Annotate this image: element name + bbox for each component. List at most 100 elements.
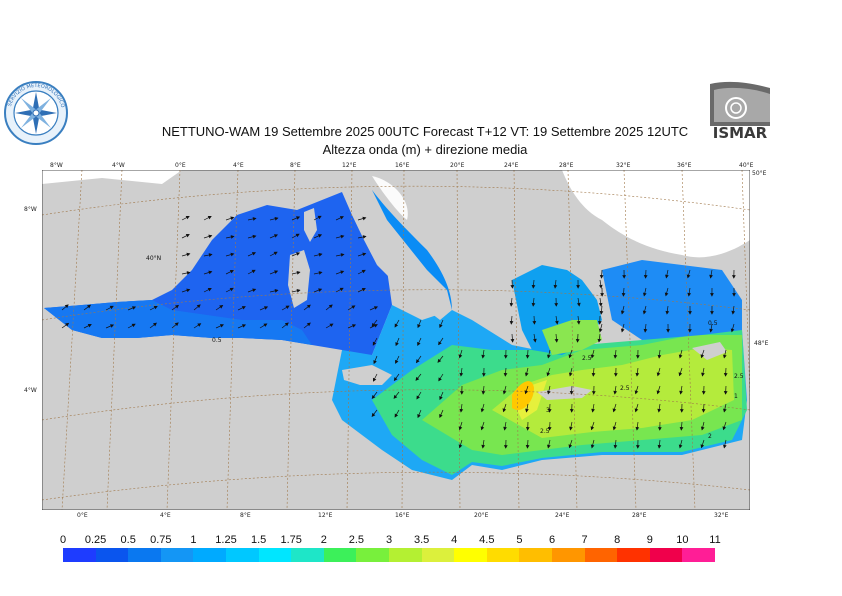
direction-arrowhead	[361, 269, 366, 274]
direction-arrowhead	[503, 426, 507, 431]
direction-arrowhead	[688, 329, 692, 333]
direction-arrowhead	[531, 284, 536, 289]
direction-arrowhead	[263, 323, 268, 327]
direction-arrowhead	[252, 288, 257, 292]
direction-arrowhead	[394, 323, 399, 328]
direction-arrowhead	[503, 372, 508, 377]
direction-arrowhead	[285, 305, 290, 310]
direction-arrowhead	[438, 341, 442, 346]
tick-label: 24°E	[555, 512, 570, 519]
direction-arrowhead	[503, 355, 508, 359]
direction-arrowhead	[643, 275, 648, 279]
direction-arrowhead	[64, 304, 69, 309]
western-mediterranean-light	[44, 300, 312, 345]
direction-arrowhead	[87, 324, 92, 328]
colorbar-swatch	[258, 548, 292, 562]
contour-label: 2.5	[582, 355, 592, 362]
aegean-south	[542, 320, 602, 355]
direction-arrowhead	[635, 445, 640, 449]
direction-arrowhead	[710, 293, 714, 297]
direction-arrowhead	[531, 302, 536, 307]
direction-arrowhead	[547, 354, 551, 359]
direction-arrowhead	[284, 322, 289, 327]
direction-arrowhead	[576, 285, 580, 289]
direction-arrowhead	[569, 426, 573, 431]
direction-arrowhead	[547, 427, 552, 431]
wave-zone-3m	[492, 348, 734, 438]
colorbar-label: 1.25	[215, 534, 237, 546]
direction-arrowhead	[709, 274, 713, 279]
title-line-2: Altezza onda (m) + direzione media	[322, 142, 528, 157]
direction-arrowhead	[417, 341, 421, 346]
tick-label: 50°E	[752, 170, 767, 177]
direction-arrowhead	[373, 360, 377, 365]
direction-arrowhead	[131, 323, 136, 328]
direction-arrowhead	[613, 390, 618, 395]
colorbar-label: 3	[385, 534, 393, 546]
colorbar-label: 0.25	[84, 534, 107, 546]
direction-arrowhead	[599, 275, 604, 279]
direction-arrowhead	[664, 292, 669, 297]
direction-arrowhead	[656, 372, 661, 377]
direction-arrowhead	[620, 310, 625, 315]
compass-rose-logo: SERVIZIO METEOROLOGICO	[4, 81, 68, 145]
colorbar-swatch	[421, 548, 455, 562]
tick-label: 12°E	[342, 162, 357, 169]
direction-arrowhead	[393, 377, 398, 382]
tick-label: 32°E	[616, 162, 631, 169]
direction-arrowhead	[597, 321, 602, 325]
direction-arrowhead	[251, 269, 256, 274]
direction-arrowhead	[439, 323, 443, 329]
direction-arrowhead	[340, 270, 345, 275]
colorbar-swatch	[551, 548, 585, 562]
colorbar-swatch	[193, 548, 226, 562]
direction-arrowhead	[532, 321, 537, 325]
direction-arrowhead	[306, 304, 311, 309]
tick-label: 8°E	[240, 512, 251, 519]
direction-arrowhead	[459, 391, 464, 395]
direction-arrowhead	[613, 373, 618, 377]
colorbar-label: 10	[676, 534, 689, 546]
colorbar-swatch	[584, 548, 618, 562]
direction-arrowhead	[657, 444, 662, 449]
colorbar-swatch	[128, 548, 161, 562]
direction-arrowhead	[642, 292, 647, 297]
direction-arrowhead	[635, 372, 640, 377]
colorbar-label: 0.5	[120, 534, 136, 546]
direction-arrowhead	[612, 408, 617, 413]
direction-arrowhead	[533, 338, 537, 343]
tick-label: 40°E	[739, 162, 754, 169]
colorbar-label: 1.75	[280, 534, 302, 546]
direction-arrowhead	[525, 444, 530, 449]
eastern-top-sea	[602, 260, 742, 340]
direction-arrowhead	[372, 341, 377, 346]
tick-label: 16°E	[395, 512, 410, 519]
direction-arrowhead	[361, 288, 366, 292]
direction-arrowhead	[678, 354, 683, 359]
direction-arrowhead	[678, 372, 683, 377]
direction-arrowhead	[208, 270, 213, 275]
direction-arrowhead	[340, 253, 345, 257]
tick-label: 24°E	[504, 162, 519, 169]
direction-arrowhead	[362, 235, 367, 239]
direction-arrowhead	[186, 252, 191, 257]
direction-arrowhead	[524, 372, 529, 377]
tick-label: 4°W	[112, 162, 125, 169]
direction-arrowhead	[393, 394, 398, 399]
direction-arrowhead	[373, 306, 379, 310]
colorbar-label: 0.75	[150, 534, 172, 546]
colorbar-swatch	[486, 548, 520, 562]
colorbar-label: 8	[614, 534, 621, 546]
direction-arrowhead	[196, 304, 201, 309]
direction-arrowhead	[251, 252, 256, 256]
direction-arrowhead	[296, 216, 301, 220]
direction-arrowhead	[438, 377, 442, 382]
direction-arrowhead	[317, 215, 322, 220]
colorbar-label: 9	[646, 534, 653, 546]
italy-peninsula	[342, 170, 452, 320]
direction-arrowhead	[481, 354, 486, 359]
direction-arrowhead	[152, 322, 157, 327]
direction-arrowhead	[109, 305, 114, 310]
colorbar-label: 7	[581, 534, 588, 546]
direction-arrowhead	[329, 323, 334, 328]
